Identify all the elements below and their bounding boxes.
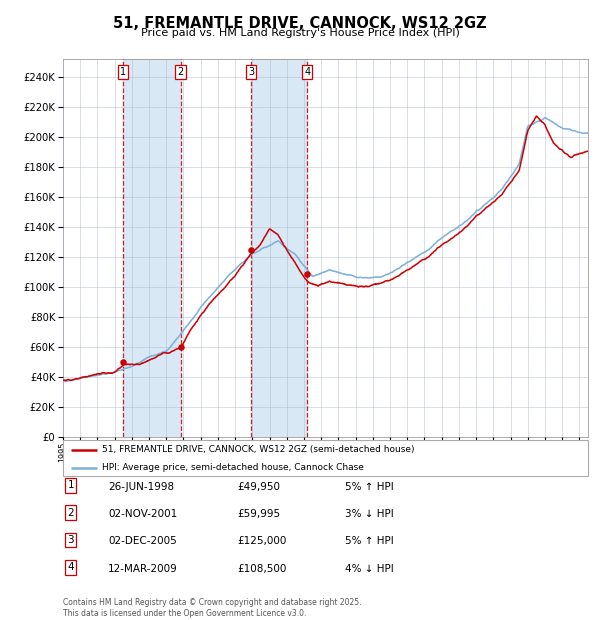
Point <box>246 244 256 254</box>
Text: 3: 3 <box>248 67 254 77</box>
Text: Price paid vs. HM Land Registry's House Price Index (HPI): Price paid vs. HM Land Registry's House … <box>140 28 460 38</box>
Point <box>302 269 312 279</box>
Point <box>118 357 128 367</box>
Bar <box>123 59 181 437</box>
Text: 3% ↓ HPI: 3% ↓ HPI <box>345 509 394 519</box>
Text: £59,995: £59,995 <box>237 509 280 519</box>
Text: 02-DEC-2005: 02-DEC-2005 <box>108 536 177 546</box>
Text: 4: 4 <box>304 67 310 77</box>
Text: 2: 2 <box>178 67 184 77</box>
FancyBboxPatch shape <box>63 440 588 476</box>
Text: 26-JUN-1998: 26-JUN-1998 <box>108 482 174 492</box>
Text: £108,500: £108,500 <box>237 564 286 574</box>
Text: 2: 2 <box>67 508 74 518</box>
Text: HPI: Average price, semi-detached house, Cannock Chase: HPI: Average price, semi-detached house,… <box>103 463 364 472</box>
Text: 51, FREMANTLE DRIVE, CANNOCK, WS12 2GZ (semi-detached house): 51, FREMANTLE DRIVE, CANNOCK, WS12 2GZ (… <box>103 445 415 454</box>
Text: 12-MAR-2009: 12-MAR-2009 <box>108 564 178 574</box>
Text: 51, FREMANTLE DRIVE, CANNOCK, WS12 2GZ: 51, FREMANTLE DRIVE, CANNOCK, WS12 2GZ <box>113 16 487 31</box>
Text: 5% ↑ HPI: 5% ↑ HPI <box>345 536 394 546</box>
Text: 02-NOV-2001: 02-NOV-2001 <box>108 509 177 519</box>
Text: 4% ↓ HPI: 4% ↓ HPI <box>345 564 394 574</box>
Text: 1: 1 <box>120 67 126 77</box>
Point <box>176 342 185 352</box>
Text: £49,950: £49,950 <box>237 482 280 492</box>
Text: 1: 1 <box>67 480 74 490</box>
Text: 4: 4 <box>67 562 74 572</box>
Text: 3: 3 <box>67 535 74 545</box>
Bar <box>251 59 307 437</box>
Text: 5% ↑ HPI: 5% ↑ HPI <box>345 482 394 492</box>
Text: £125,000: £125,000 <box>237 536 286 546</box>
Text: Contains HM Land Registry data © Crown copyright and database right 2025.
This d: Contains HM Land Registry data © Crown c… <box>63 598 361 618</box>
